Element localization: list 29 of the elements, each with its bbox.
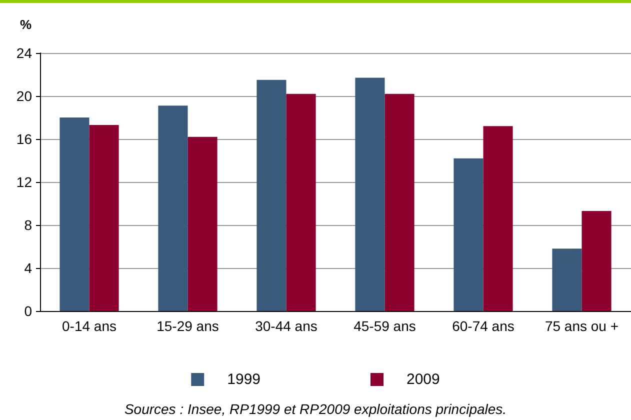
y-axis-title: % — [20, 17, 32, 32]
x-tick-label: 45-59 ans — [354, 318, 416, 334]
x-tick-label: 15-29 ans — [156, 318, 219, 334]
y-tick-label: 24 — [16, 45, 32, 61]
x-tick-label: 75 ans ou + — [544, 318, 619, 334]
x-tick-label: 30-44 ans — [255, 318, 318, 334]
y-tick-label: 8 — [24, 217, 32, 233]
bar — [384, 94, 414, 311]
legend-label: 1999 — [227, 371, 261, 388]
y-tick-label: 12 — [16, 174, 32, 190]
bar — [89, 125, 119, 311]
y-tick-label: 0 — [24, 303, 32, 319]
y-tick-label: 4 — [24, 260, 32, 276]
y-tick-label: 20 — [16, 88, 32, 104]
bar — [158, 106, 188, 311]
bar — [256, 80, 286, 311]
bar — [582, 211, 612, 311]
bar — [286, 94, 316, 311]
bar — [454, 158, 484, 311]
bar — [60, 118, 90, 311]
bar — [355, 78, 385, 311]
bar — [483, 126, 513, 311]
x-tick-label: 0-14 ans — [62, 318, 116, 334]
bar — [188, 136, 218, 311]
bar — [552, 248, 582, 311]
x-tick-label: 60-74 ans — [452, 318, 514, 334]
legend-label: 2009 — [406, 371, 440, 388]
source-note: Sources : Insee, RP1999 et RP2009 exploitations principales. — [124, 401, 507, 417]
y-tick-label: 16 — [16, 131, 32, 147]
